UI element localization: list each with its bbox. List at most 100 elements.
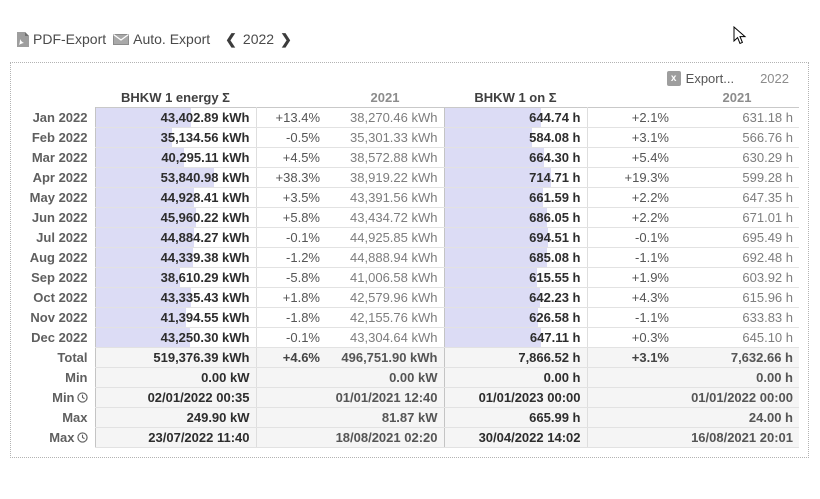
summary-row: Min 0.00 kW 0.00 kW 0.00 h 0.00 h [11,367,799,388]
value-bar [445,227,549,246]
value-bar [96,287,191,306]
pdf-export-label: PDF-Export [33,31,107,47]
energy-2021-cell: 81.87 kW [326,407,444,428]
auto-export-button[interactable]: Auto. Export [113,31,210,47]
value-bar [445,108,541,126]
energy-value-cell: 43,402.89 kWh [94,106,257,128]
row-label: Feb 2022 [11,127,95,147]
energy-pct-cell: -1.8% [256,307,326,328]
value-bar [96,108,191,126]
value-bar [96,167,214,186]
year-navigation: ❮ 2022 ❯ [225,31,292,48]
on-value-cell-text: 626.58 h [529,309,581,325]
value-bar [96,227,194,246]
energy-value-cell-text: 45,960.22 kWh [160,209,250,225]
on-pct-cell [587,427,675,448]
energy-section-header: BHKW 1 energy Σ [121,89,230,105]
on-value-cell: 642.23 h [443,287,588,308]
on-value-cell-text: 647.11 h [529,329,581,345]
on-2021-cell: 631.18 h [675,106,799,128]
on-2021-cell: 7,632.66 h [675,347,799,368]
energy-pct-cell: +3.5% [256,187,326,208]
energy-value-cell: 44,928.41 kWh [94,187,257,208]
energy-value-cell: 249.90 kW [94,407,257,428]
row-label: May 2022 [11,187,95,207]
table-row: Aug 2022 44,339.38 kWh -1.2% 44,888.94 kWh 6… [11,247,799,268]
energy-value-cell: 53,840.98 kWh [94,167,257,188]
on-2021-cell: 24.00 h [675,407,799,428]
energy-pct-cell: -0.1% [256,327,326,348]
auto-export-label: Auto. Export [133,31,211,47]
on-2021-cell: 630.29 h [675,147,799,168]
value-bar [96,307,187,326]
on-pct-cell: +2.2% [587,187,675,208]
envelope-icon [113,33,130,45]
on-2021-cell: 603.92 h [675,267,799,288]
energy-2021-cell: 42,579.96 kWh [326,287,444,308]
pdf-icon [17,31,29,47]
row-label: Jun 2022 [11,207,95,227]
energy-value-cell-text: 519,376.39 kWh [153,349,250,365]
summary-row: Min 02/01/2022 00:35 01/01/2021 12:40 01/01… [11,387,799,408]
on-value-cell: 626.58 h [443,307,588,328]
energy-pct-cell: +1.8% [256,287,326,308]
on-value-cell-text: 694.51 h [529,229,581,245]
value-bar [445,327,542,346]
energy-2021-cell: 496,751.90 kWh [326,347,444,368]
row-label: Jan 2022 [11,107,95,127]
on-2021-cell: 647.35 h [675,187,799,208]
prev-year-button[interactable]: ❮ [225,30,237,47]
energy-value-cell: 45,960.22 kWh [94,207,257,228]
row-label: Jul 2022 [11,227,95,247]
table-row: Feb 2022 35,134.56 kWh -0.5% 35,301.33 kWh 5… [11,127,799,148]
energy-pct-cell: -1.2% [256,247,326,268]
row-label: Max [11,407,95,427]
energy-2021-cell: 35,301.33 kWh [326,127,444,148]
energy-2021-cell: 0.00 kW [326,367,444,388]
energy-2021-cell: 18/08/2021 02:20 [326,427,444,448]
on-value-cell-text: 30/04/2022 14:02 [478,429,581,445]
energy-2021-cell: 42,155.76 kWh [326,307,444,328]
energy-pct-cell: +4.5% [256,147,326,168]
row-label: Total [11,347,95,367]
energy-value-cell-text: 23/07/2022 11:40 [148,429,250,445]
summary-row: Max 249.90 kW 81.87 kW 665.99 h 24.00 h [11,407,799,428]
on-value-cell-text: 686.05 h [529,209,581,225]
on-value-cell-text: 615.55 h [529,269,581,285]
value-bar [96,127,173,146]
energy-value-cell-text: 53,840.98 kWh [160,169,250,185]
value-bar [96,187,194,206]
on-value-cell-text: 584.08 h [529,129,581,145]
clock-icon [76,431,88,443]
on-value-cell: 30/04/2022 14:02 [443,427,588,448]
energy-value-cell-text: 43,402.89 kWh [160,109,250,125]
energy-2021-cell: 43,391.56 kWh [326,187,444,208]
energy-value-cell: 44,884.27 kWh [94,227,257,248]
energy-value-cell-text: 44,928.41 kWh [160,189,250,205]
energy-value-cell: 43,335.43 kWh [94,287,257,308]
pdf-export-button[interactable]: PDF-Export [16,31,106,47]
on-value-cell-text: 664.30 h [529,149,581,165]
energy-value-cell-text: 0.00 kW [201,369,250,385]
on-2021-cell: 695.49 h [675,227,799,248]
excel-export-label: Export... [685,70,735,86]
summary-row: Total 519,376.39 kWh +4.6% 496,751.90 kWh 7,… [11,347,799,368]
energy-2021-cell: 38,919.22 kWh [326,167,444,188]
next-year-button[interactable]: ❯ [280,30,292,47]
energy-value-cell: 0.00 kW [94,367,257,388]
on-value-cell-text: 642.23 h [529,289,581,305]
row-label: Mar 2022 [11,147,95,167]
table-row: Jun 2022 45,960.22 kWh +5.8% 43,434.72 kWh 6… [11,207,799,228]
value-bar [445,267,537,286]
on-pct-cell: +5.4% [587,147,675,168]
monthly-statistics-table: BHKW 1 energy Σ 2021 BHKW 1 on Σ 2021 Ja… [11,88,799,448]
top-toolbar: PDF-Export Auto. Export ❮ 2022 ❯ [16,29,292,49]
on-value-cell: 686.05 h [443,207,588,228]
value-bar [445,127,532,146]
energy-2021-cell: 01/01/2021 12:40 [326,387,444,408]
energy-value-cell-text: 44,339.38 kWh [160,249,250,265]
energy-value-cell-text: 40,295.11 kWh [161,149,250,165]
excel-export-button[interactable]: x Export... [666,70,735,86]
on-value-cell: 7,866.52 h [443,347,588,368]
on-value-cell: 644.74 h [443,106,588,128]
